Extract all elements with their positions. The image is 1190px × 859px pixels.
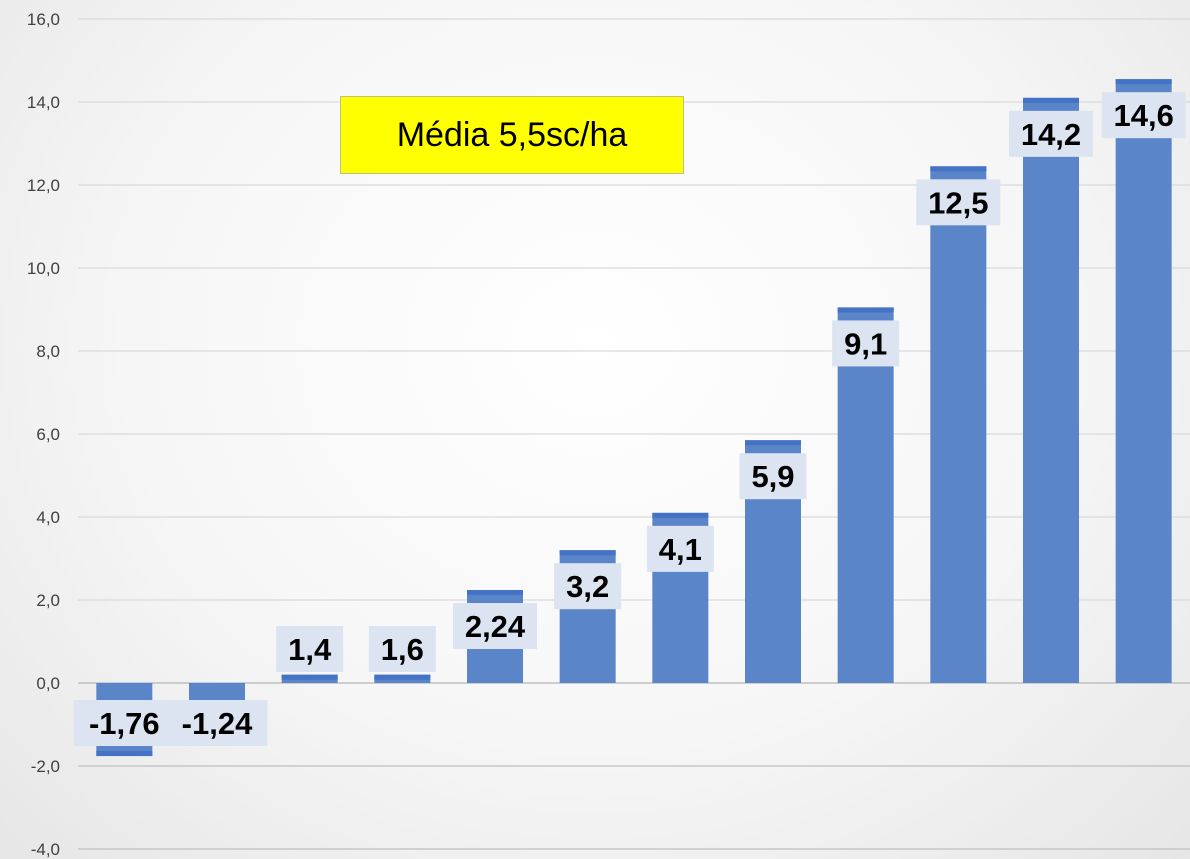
- data-label: 9,1: [844, 326, 887, 361]
- data-label-box: [739, 453, 807, 500]
- data-label-box: [166, 700, 268, 746]
- bar-cap: [1023, 97, 1079, 103]
- y-tick-label: 10,0: [27, 259, 60, 278]
- y-tick-label: -2,0: [31, 757, 60, 776]
- data-label-box: [916, 179, 1001, 226]
- y-tick-label: 6,0: [36, 425, 60, 444]
- data-label: 14,6: [1113, 98, 1173, 133]
- y-tick-label: 14,0: [27, 93, 60, 112]
- bar-cap: [930, 166, 987, 172]
- data-label-box: [1101, 92, 1186, 139]
- data-label-box: [73, 700, 175, 746]
- bar-cap: [745, 440, 801, 446]
- data-label: 1,4: [288, 632, 332, 667]
- average-annotation: Média 5,5sc/ha: [340, 96, 684, 174]
- data-label-box: [646, 525, 714, 572]
- data-label-box: [276, 626, 344, 672]
- bar-cap: [374, 674, 431, 680]
- bar: [837, 307, 894, 683]
- y-tick-label: 0,0: [36, 674, 60, 693]
- data-label: 5,9: [751, 459, 794, 494]
- data-label: -1,76: [89, 706, 160, 741]
- data-label: -1,24: [182, 706, 253, 741]
- y-tick-label: 2,0: [36, 591, 60, 610]
- data-label: 3,2: [566, 569, 609, 604]
- data-label: 14,2: [1021, 117, 1081, 152]
- bar-cap: [1115, 79, 1172, 85]
- y-tick-label: -4,0: [31, 840, 60, 859]
- data-label: 4,1: [659, 532, 702, 567]
- bar: [930, 166, 987, 683]
- bar-cap: [652, 512, 709, 518]
- y-tick-label: 12,0: [27, 176, 60, 195]
- bar-cap: [837, 307, 894, 313]
- data-label-box: [1009, 110, 1093, 157]
- data-label: 1,6: [381, 632, 424, 667]
- bars: [96, 79, 1172, 757]
- y-axis-tick-labels: 16,0 14,0 12,0 10,0 8,0 6,0 4,0 2,0 0,0 -2,0 -4,0: [27, 10, 60, 859]
- data-label-box: [832, 320, 900, 367]
- bar: [1023, 97, 1079, 684]
- data-label: 12,5: [928, 185, 988, 220]
- bar: [1115, 79, 1172, 684]
- y-tick-label: 16,0: [27, 10, 60, 29]
- bar-cap: [467, 590, 523, 596]
- bar-cap: [96, 751, 153, 757]
- y-tick-label: 8,0: [36, 342, 60, 361]
- bar-cap: [281, 674, 338, 680]
- data-label-box: [453, 603, 537, 650]
- gridlines: [78, 18, 1190, 850]
- data-label: 2,24: [465, 609, 526, 644]
- data-label-box: [368, 626, 436, 672]
- data-labels: -1,76 -1,24 1,4 1,6 2,24 3,2 4,1 5,9 9,1 12,5 14,2…: [73, 92, 1186, 746]
- y-tick-label: 4,0: [36, 508, 60, 527]
- bar-cap: [559, 550, 616, 556]
- data-label-box: [554, 563, 622, 610]
